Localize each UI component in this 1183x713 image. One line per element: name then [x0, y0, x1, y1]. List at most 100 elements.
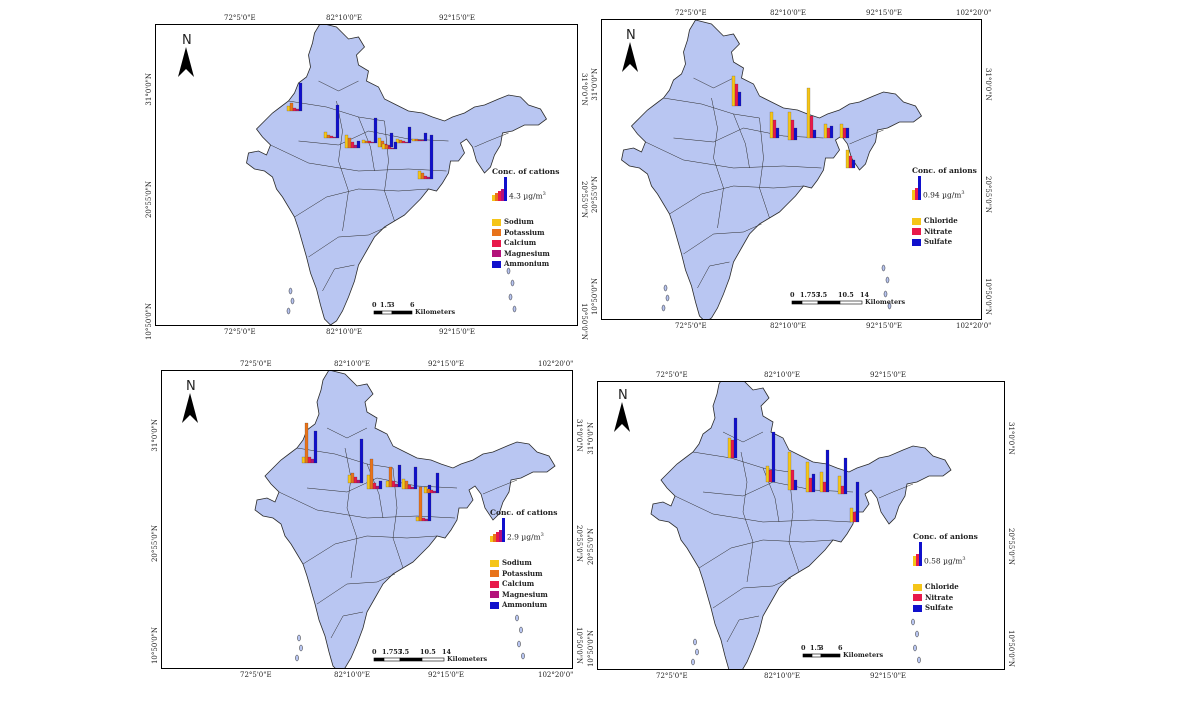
- state-boundary: [733, 113, 750, 169]
- conc-bar: [790, 119, 795, 141]
- conc-bar: [843, 457, 848, 495]
- conc-bar: [350, 141, 355, 149]
- tick-label-bottom: 92°15'0"E: [428, 671, 465, 679]
- state-boundary: [482, 479, 518, 495]
- legend-mini-bar: [501, 189, 504, 201]
- conc-bar: [845, 127, 850, 139]
- conc-bar: [413, 466, 418, 490]
- legend-item: Chloride: [912, 216, 958, 225]
- legend-title: Conc. of cations: [490, 508, 558, 517]
- state-boundary: [474, 132, 509, 148]
- conc-bar: [811, 473, 816, 493]
- island: [917, 656, 921, 664]
- legend-mini-bar: [493, 534, 496, 542]
- tick-label-left: 20°55'0"N: [591, 176, 599, 214]
- tick-label-top: 102°20'0": [538, 360, 574, 368]
- tick-label-bottom: 102°20'0": [538, 671, 574, 679]
- conc-bar: [332, 136, 337, 139]
- legend-swatch: [492, 250, 501, 257]
- legend-swatch: [492, 239, 501, 247]
- legend-swatch: [490, 591, 499, 598]
- north-label: N: [182, 33, 192, 48]
- map-panel-3: N 72°5'0"E 82°10'0"E 92°15'0"E 102°20'0" 72°5…: [151, 360, 583, 679]
- conc-bar: [347, 137, 352, 149]
- island: [691, 658, 695, 666]
- conc-bar: [295, 108, 300, 112]
- conc-bar: [353, 476, 358, 484]
- state-boundary: [849, 129, 884, 145]
- legend-item: Potassium: [492, 228, 545, 237]
- conc-bar: [335, 104, 340, 139]
- legend-scale-value: 4.3 µg/m3: [509, 191, 546, 201]
- tick-label-right: 10°50'0"N: [580, 303, 588, 341]
- legend-item: Chloride: [913, 582, 959, 591]
- state-boundary: [878, 483, 914, 499]
- conc-bar: [387, 146, 392, 150]
- state-boundary: [316, 573, 396, 605]
- conc-bar: [768, 469, 773, 483]
- state-boundary: [358, 116, 375, 172]
- legend-mini-bar: [502, 518, 505, 542]
- tick-label-bottom: 82°10'0"E: [770, 322, 807, 330]
- legend-swatch: [490, 580, 499, 588]
- tick-label-left: 31°0'0"N: [587, 422, 595, 455]
- conc-bar: [809, 115, 814, 139]
- conc-bar: [427, 484, 432, 522]
- conc-bar: [407, 484, 412, 490]
- conc-bar: [423, 486, 428, 494]
- tick-label-bottom: 102°20'0": [956, 322, 992, 330]
- scale-label: 0: [790, 291, 795, 299]
- state-boundary: [759, 117, 770, 219]
- conc-bar: [415, 516, 420, 522]
- legend-item: Sodium: [492, 217, 534, 226]
- legend-swatch: [490, 559, 499, 567]
- state-boundary: [669, 185, 804, 215]
- tick-label-top: 72°5'0"E: [224, 14, 256, 22]
- conc-bar: [404, 141, 409, 144]
- legend-swatch: [492, 218, 501, 226]
- tick-label-top: 92°15'0"E: [866, 9, 903, 17]
- state-boundary: [294, 188, 429, 218]
- conc-bar: [353, 144, 358, 149]
- map-panel-4: N 72°5'0"E 82°10'0"E 92°15'0"E 72°5'0"E 82°10…: [587, 371, 1015, 680]
- conc-bar: [842, 127, 847, 139]
- legend-swatch: [913, 583, 922, 591]
- scale-label: 0: [801, 644, 806, 652]
- legend-scale-value: 0.58 µg/m3: [924, 556, 966, 566]
- state-boundary: [645, 141, 822, 169]
- tick-label-left: 20°55'0"N: [587, 528, 595, 566]
- conc-bar: [410, 486, 415, 490]
- tick-label-left: 10°50'0"N: [145, 303, 153, 341]
- conc-bar: [344, 134, 349, 149]
- conc-bar: [730, 439, 735, 459]
- conc-bar: [737, 91, 742, 107]
- conc-bar: [418, 486, 423, 522]
- conc-bar: [364, 140, 369, 144]
- tick-label-top: 102°20'0": [956, 9, 992, 17]
- scale-label: 3: [390, 301, 395, 309]
- conc-bar: [421, 517, 426, 522]
- tick-label-right: 10°50'0"N: [1007, 630, 1015, 668]
- legend-item: Magnesium: [490, 590, 548, 599]
- country-outline: [254, 371, 556, 668]
- conc-bar: [417, 139, 422, 142]
- scale-bar: [373, 657, 445, 662]
- tick-label-right: 20°55'0"N: [1007, 528, 1015, 566]
- conc-bar: [301, 456, 306, 464]
- conc-bar: [298, 82, 303, 112]
- island: [297, 634, 301, 642]
- tick-label-left: 31°0'0"N: [151, 419, 159, 452]
- island: [885, 276, 890, 284]
- state-boundary: [288, 100, 385, 122]
- island: [286, 307, 291, 315]
- state-boundary: [326, 427, 368, 439]
- conc-bar: [840, 485, 845, 495]
- island: [915, 630, 919, 638]
- conc-bar: [359, 438, 364, 484]
- conc-bar: [372, 482, 377, 490]
- tick-label-bottom: 92°15'0"E: [866, 322, 903, 330]
- island: [515, 614, 519, 622]
- conc-bar: [772, 119, 777, 139]
- conc-bar: [424, 518, 429, 522]
- state-boundary: [712, 577, 792, 609]
